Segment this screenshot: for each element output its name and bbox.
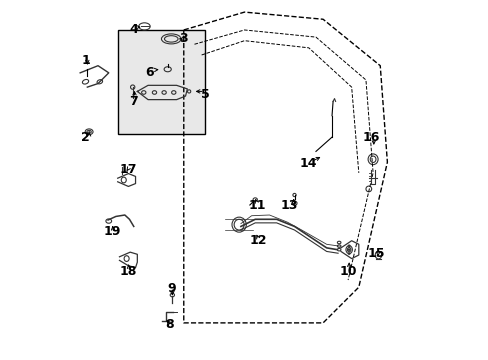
Text: 5: 5: [201, 88, 209, 101]
Text: 15: 15: [367, 247, 385, 260]
Text: 11: 11: [248, 198, 265, 212]
Text: 18: 18: [120, 265, 137, 278]
Text: 3: 3: [179, 32, 188, 45]
Text: 2: 2: [81, 131, 90, 144]
Text: 6: 6: [145, 66, 154, 79]
Text: 4: 4: [129, 23, 138, 36]
Text: 1: 1: [81, 54, 90, 67]
Ellipse shape: [347, 249, 349, 250]
Text: 12: 12: [249, 234, 267, 247]
Text: 10: 10: [339, 265, 356, 278]
Text: 19: 19: [103, 225, 121, 238]
Text: 8: 8: [165, 318, 173, 331]
Ellipse shape: [347, 245, 349, 247]
Ellipse shape: [347, 253, 349, 254]
Text: 14: 14: [300, 157, 317, 170]
Text: 17: 17: [120, 163, 137, 176]
Bar: [118, 30, 205, 134]
Text: 7: 7: [129, 95, 138, 108]
Text: 16: 16: [362, 131, 379, 144]
Text: 9: 9: [166, 283, 175, 296]
Text: 13: 13: [280, 198, 297, 212]
